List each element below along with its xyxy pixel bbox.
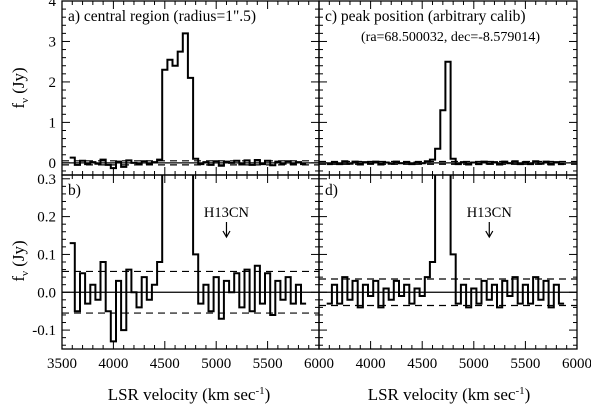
ylabel-top: fν (Jy) (9, 67, 31, 108)
panel-subtitle-c: (ra=68.500032, dec=-8.579014) (361, 30, 540, 45)
ytick-label-b-0.3: 0.3 (37, 172, 56, 188)
ytick-label-b-0.0: 0.0 (37, 285, 56, 301)
xtick-label-b-4500: 4500 (150, 356, 180, 372)
panel-title-c: c) peak position (arbitrary calib) (325, 8, 526, 25)
ytick-label-a-0: 0 (49, 156, 57, 172)
ytick-label-a-4: 4 (49, 0, 57, 10)
ytick-label-a-2: 2 (49, 75, 57, 91)
xtick-label-b-4000: 4000 (98, 356, 128, 372)
annotation-label-d: H13CN (467, 205, 513, 221)
ytick-label-a-3: 3 (49, 34, 57, 50)
spectrum-d-series-0 (326, 175, 565, 309)
ytick-label-b-0.1: 0.1 (37, 247, 56, 263)
frame-a (61, 0, 320, 176)
ytick-label-b-0.2: 0.2 (37, 210, 56, 226)
xtick-label-d-4000: 4000 (356, 356, 386, 372)
panels-group: 0 1 2 3 4 a) central region (radius=1".5) c) p… (32, 0, 591, 372)
ytick-label-a-1: 1 (49, 115, 57, 131)
frame-c (318, 0, 578, 176)
panel-title-d: d) (325, 182, 338, 199)
ytick-label-b--0.1: -0.1 (32, 323, 56, 339)
xtick-label-d-5500: 5500 (510, 356, 540, 372)
xtick-label-d-4500: 4500 (407, 356, 437, 372)
annotation-arrow-head-b (222, 230, 231, 239)
xlabel-left: LSR velocity (km sec-1) (108, 385, 271, 404)
annotation-arrow-head-d (485, 230, 494, 239)
spectrum-a-series-0 (69, 32, 307, 170)
xtick-label-b-5000: 5000 (201, 356, 231, 372)
panel-c: c) peak position (arbitrary calib) (ra=68… (318, 0, 578, 176)
xtick-label-b-3500: 3500 (47, 356, 77, 372)
xlabel-right: LSR velocity (km sec-1) (368, 385, 531, 404)
annotation-label-b: H13CN (204, 205, 250, 221)
xtick-label-d-5000: 5000 (459, 356, 489, 372)
xtick-label-b-6000: 6000 (304, 356, 334, 372)
spectrum-c-series-0 (326, 60, 565, 166)
panel-title-a: a) central region (radius=1".5) (68, 8, 256, 25)
panel-d: 4000 4500 5000 5500 6000 d) H13CN (318, 174, 591, 372)
xtick-label-b-5500: 5500 (253, 356, 283, 372)
panel-b: 3500 4000 4500 5000 5500 6000 -0.1 0.0 0.1 0.2 0.3… (32, 172, 334, 372)
panel-title-b: b) (68, 182, 81, 199)
ylabel-bottom: fν (Jy) (9, 240, 31, 281)
spectrum-b-series-0 (69, 175, 307, 343)
frame-d (318, 174, 578, 350)
panel-a: 0 1 2 3 4 a) central region (radius=1".5) (49, 0, 320, 176)
xtick-label-d-6000: 6000 (562, 356, 591, 372)
